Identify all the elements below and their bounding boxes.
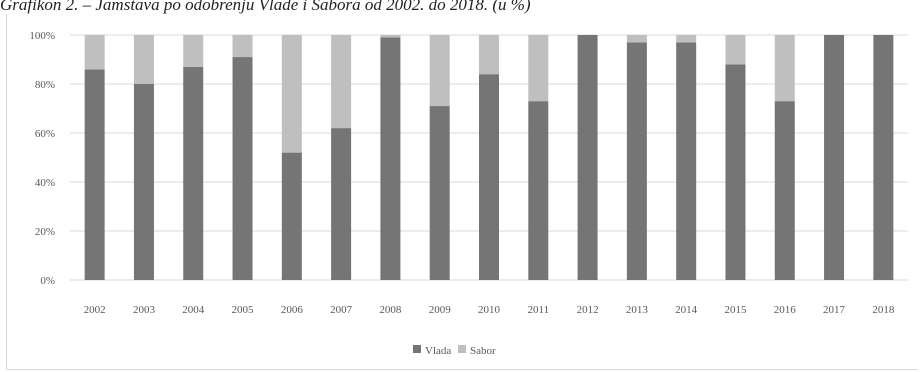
bar-vlada-2011 [528,101,549,281]
bars [84,35,894,281]
bar-vlada-2009 [429,106,450,280]
chart-frame [6,14,918,370]
bar-sabor-2003 [133,35,154,84]
bar-sabor-2015 [725,35,746,65]
x-tick-label: 2015 [724,304,747,316]
bar-sabor-2010 [479,35,499,75]
y-tick-label: 40% [35,177,55,189]
x-tick-label: 2002 [84,304,106,316]
bar-vlada-2010 [479,74,499,280]
bar-sabor-2008 [380,35,401,38]
x-tick-label: 2010 [478,304,501,316]
x-tick-label: 2016 [774,304,797,316]
x-tick-label: 2011 [527,304,549,316]
x-tick-label: 2007 [330,304,353,316]
bar-sabor-2011 [528,35,549,102]
bar-sabor-2005 [232,35,253,58]
bar-sabor-2009 [429,35,450,107]
legend-label-vlada: Vlada [425,345,451,357]
bar-vlada-2007 [331,128,352,280]
y-tick-label: 100% [29,30,55,42]
bar-sabor-2013 [626,35,647,43]
x-tick-label: 2012 [577,304,599,316]
bar-vlada-2015 [725,64,746,281]
x-tick-label: 2014 [675,304,698,316]
x-tick-label: 2013 [626,304,649,316]
x-tick-label: 2009 [429,304,452,316]
x-tick-label: 2018 [872,304,895,316]
y-tick-label: 20% [35,226,55,238]
x-tick-label: 2005 [232,304,255,316]
x-tick-label: 2017 [823,304,846,316]
x-tick-label: 2008 [379,304,402,316]
bar-vlada-2013 [626,42,647,280]
chart-title: Grafikon 2. – Jamstava po odobrenju Vlad… [0,0,531,14]
y-tick-label: 80% [35,79,55,91]
y-axis-tick-labels: 0% 20% 40% 60% 80% 100% [29,30,55,287]
bar-sabor-2006 [281,35,302,153]
bar-vlada-2004 [183,66,204,280]
y-tick-label: 60% [35,128,55,140]
bar-sabor-2014 [676,35,697,43]
bar-vlada-2003 [133,84,154,280]
legend-swatch-sabor [458,345,466,353]
bar-vlada-2012 [577,35,598,280]
bar-vlada-2002 [84,69,105,280]
bar-vlada-2018 [873,35,894,280]
legend: Vlada Sabor [413,345,496,357]
bar-sabor-2016 [774,35,795,102]
bar-sabor-2002 [84,35,105,70]
x-axis-tick-labels: 2002 2003 2004 2005 2006 2007 2008 2009 2010 2011… [84,304,895,316]
bar-vlada-2008 [380,37,401,281]
bar-vlada-2006 [281,152,302,280]
y-tick-label: 0% [40,275,55,287]
x-tick-label: 2004 [182,304,205,316]
x-tick-label: 2003 [133,304,156,316]
bar-vlada-2017 [824,35,845,280]
bar-vlada-2014 [676,42,697,280]
bar-vlada-2016 [774,101,795,281]
legend-swatch-vlada [413,345,421,353]
bar-sabor-2007 [331,35,352,129]
legend-label-sabor: Sabor [470,345,496,357]
bar-sabor-2004 [183,35,204,67]
bar-vlada-2005 [232,57,253,280]
x-tick-label: 2006 [281,304,304,316]
